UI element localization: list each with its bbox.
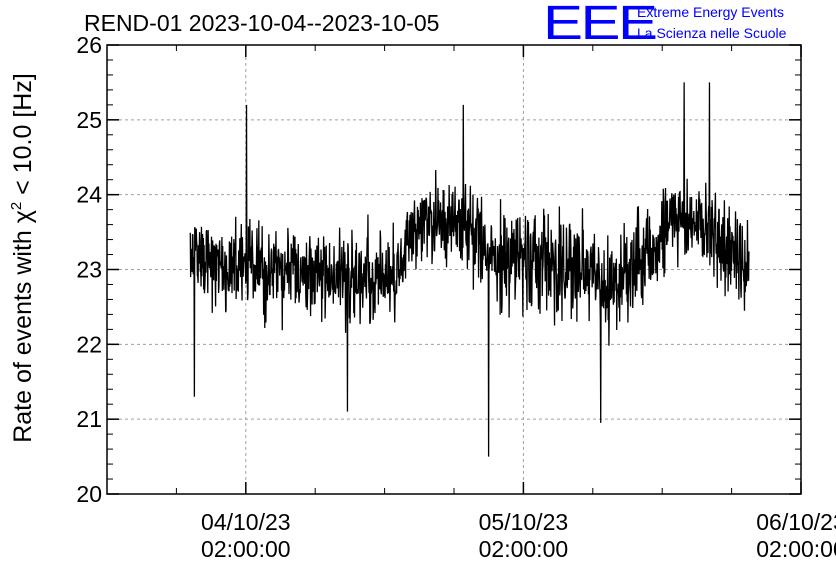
y-tick-label: 21 xyxy=(76,406,102,432)
grid-lines xyxy=(107,45,802,494)
y-tick-labels: 20 21 22 23 24 25 26 xyxy=(76,32,102,507)
x-tick-labels: 04/10/2302:00:0005/10/2302:00:0006/10/23… xyxy=(201,509,836,562)
y-axis-label-chi: χ xyxy=(9,210,37,223)
x-tick-time: 02:00:00 xyxy=(201,536,291,562)
x-tick-time: 02:00:00 xyxy=(756,536,836,562)
logo-line-2: La Scienza nelle Scuole xyxy=(637,25,787,41)
y-axis-label: Rate of events with χ2 < 10.0 [Hz] xyxy=(8,73,37,443)
y-axis-label-prefix: Rate of events with xyxy=(9,223,37,443)
series-trace xyxy=(189,82,750,457)
chart-title: REND-01 2023-10-04--2023-10-05 xyxy=(84,10,440,36)
y-axis-label-sup: 2 xyxy=(8,202,25,210)
x-tick-date: 04/10/23 xyxy=(201,509,291,535)
x-tick-time: 02:00:00 xyxy=(479,536,569,562)
y-tick-label: 23 xyxy=(76,257,102,283)
axis-ticks xyxy=(106,44,802,495)
y-tick-label: 24 xyxy=(76,182,102,208)
y-tick-label: 20 xyxy=(76,481,102,507)
y-tick-label: 26 xyxy=(76,32,102,58)
x-tick-date: 05/10/23 xyxy=(479,509,569,535)
logo-line-1: Extreme Energy Events xyxy=(637,4,785,20)
y-tick-label: 25 xyxy=(76,107,102,133)
y-tick-label: 22 xyxy=(76,331,102,357)
x-tick-date: 06/10/23 xyxy=(756,509,836,535)
series-line xyxy=(189,82,750,457)
y-axis-label-suffix: < 10.0 [Hz] xyxy=(9,73,37,202)
eee-logo: EEE xyxy=(543,0,658,50)
